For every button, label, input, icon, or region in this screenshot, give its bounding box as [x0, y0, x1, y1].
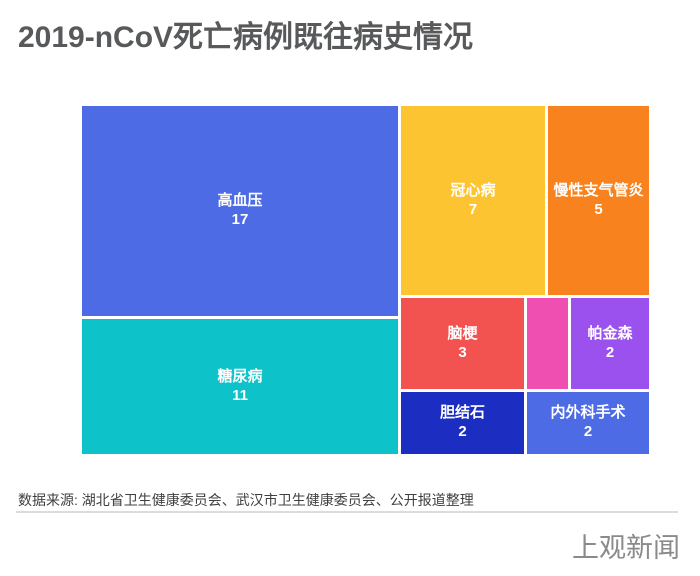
- tile-value: 2: [605, 343, 615, 361]
- data-source-note: 数据来源: 湖北省卫生健康委员会、武汉市卫生健康委员会、公开报道整理: [18, 492, 474, 508]
- tile-value: 5: [594, 200, 603, 218]
- tile-value: 2: [583, 423, 593, 440]
- treemap-tile-hypertension: 高血压 17: [82, 106, 398, 316]
- tile-label: 帕金森: [587, 324, 633, 342]
- tile-value: 2: [458, 423, 467, 440]
- tile-label: 内外科手术: [550, 404, 626, 422]
- tile-label: 胆结石: [439, 404, 485, 422]
- tile-value: 7: [468, 200, 478, 218]
- footer-divider: [16, 511, 678, 513]
- tile-value: 3: [458, 343, 467, 361]
- page-title: 2019-nCoV死亡病例既往病史情况: [18, 21, 474, 54]
- treemap-tile-gallstones: 胆结石 2: [401, 392, 524, 454]
- tile-label: 糖尿病: [217, 367, 263, 385]
- treemap-tile-cerebral-infarction: 脑梗 3: [401, 298, 524, 389]
- tile-value: 11: [232, 386, 248, 404]
- tile-label: 慢性支气管炎: [553, 181, 644, 199]
- treemap-tile-chronic-bronchitis: 慢性支气管炎 5: [548, 106, 649, 295]
- treemap-tile-internal-external-surgery: 内外科手术 2: [527, 392, 649, 454]
- tile-value: 17: [231, 211, 249, 228]
- tile-label: 脑梗: [447, 324, 478, 342]
- treemap-tile-coronary-heart-disease: 冠心病 7: [401, 106, 545, 295]
- treemap-tile-diabetes: 糖尿病 11: [82, 319, 398, 454]
- tile-label: 高血压: [217, 192, 263, 210]
- treemap-tile-unlabeled-small: [527, 298, 568, 389]
- treemap-tile-parkinsons: 帕金森 2: [571, 298, 649, 389]
- brand-logo: 上观新闻: [572, 533, 680, 563]
- tile-label: 冠心病: [450, 181, 496, 199]
